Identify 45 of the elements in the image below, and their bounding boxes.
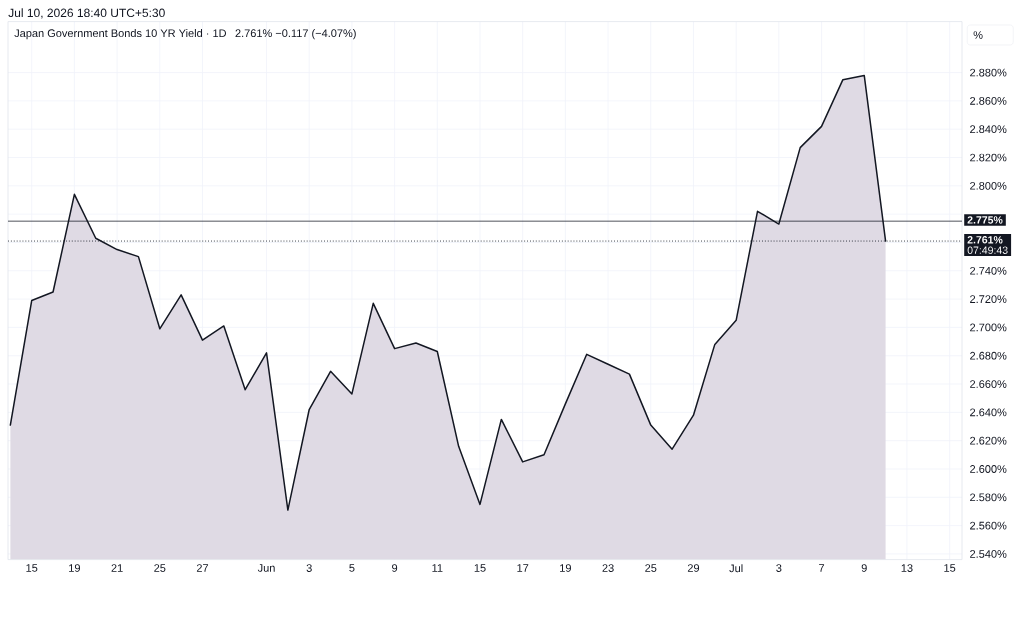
x-tick-label: 19 (560, 564, 571, 572)
x-tick-label: 13 (901, 564, 913, 572)
x-tick-label: 17 (517, 564, 529, 572)
x-tick-label: 11 (432, 564, 443, 572)
text: 07:49:43 (967, 246, 1008, 254)
x-tick-label: 25 (645, 564, 657, 572)
x-tick-label: Jul (729, 564, 743, 573)
y-tick-label: 2.620% (970, 436, 1007, 445)
y-tick-label: 2.880% (970, 68, 1007, 77)
x-tick-label: 21 (111, 564, 123, 572)
y-tick-label: 2.740% (970, 266, 1007, 275)
x-tick-label: 9 (861, 564, 867, 572)
x-tick-label: 29 (687, 564, 700, 572)
x-tick-label: 15 (944, 564, 956, 572)
ref-line-label: 2.775% (967, 216, 1003, 224)
x-tick-label: Jun (257, 564, 275, 572)
text: Jul 10, 2026 18:40 UTC+5:30 (8, 8, 165, 19)
y-tick-label: 2.680% (970, 351, 1007, 360)
x-tick-label: 5 (349, 564, 355, 572)
y-tick-label: 2.560% (970, 521, 1007, 530)
y-tick-label: 2.580% (970, 493, 1007, 502)
y-tick-label: 2.540% (970, 550, 1007, 558)
ref-line-label: 2.761% (967, 236, 1003, 244)
x-tick-label: 7 (819, 564, 825, 572)
x-tick-label: 25 (154, 564, 166, 572)
text: 2.761% −0.117 (−4.07%) (235, 29, 356, 40)
x-tick-label: 15 (26, 564, 38, 572)
y-tick-label: 2.700% (970, 323, 1007, 332)
y-tick-label: 2.600% (970, 465, 1007, 473)
y-axis-title: % (973, 31, 983, 39)
x-tick-label: 23 (602, 564, 614, 572)
y-tick-label: 2.820% (970, 153, 1007, 162)
text: Japan Government Bonds 10 YR Yield · 1D (14, 29, 227, 40)
y-tick-label: 2.660% (970, 380, 1007, 388)
x-tick-label: 9 (392, 564, 398, 572)
y-tick-label: 2.640% (970, 408, 1007, 417)
x-tick-label: 15 (474, 564, 486, 572)
y-tick-label: 2.720% (970, 295, 1007, 303)
y-tick-label: 2.800% (970, 181, 1007, 190)
y-tick-label: 2.860% (970, 97, 1007, 105)
x-tick-label: 27 (196, 564, 209, 572)
y-tick-label: 2.840% (970, 125, 1007, 134)
x-tick-label: 3 (776, 564, 782, 572)
x-tick-label: 3 (306, 564, 312, 572)
x-tick-label: 19 (69, 564, 80, 572)
